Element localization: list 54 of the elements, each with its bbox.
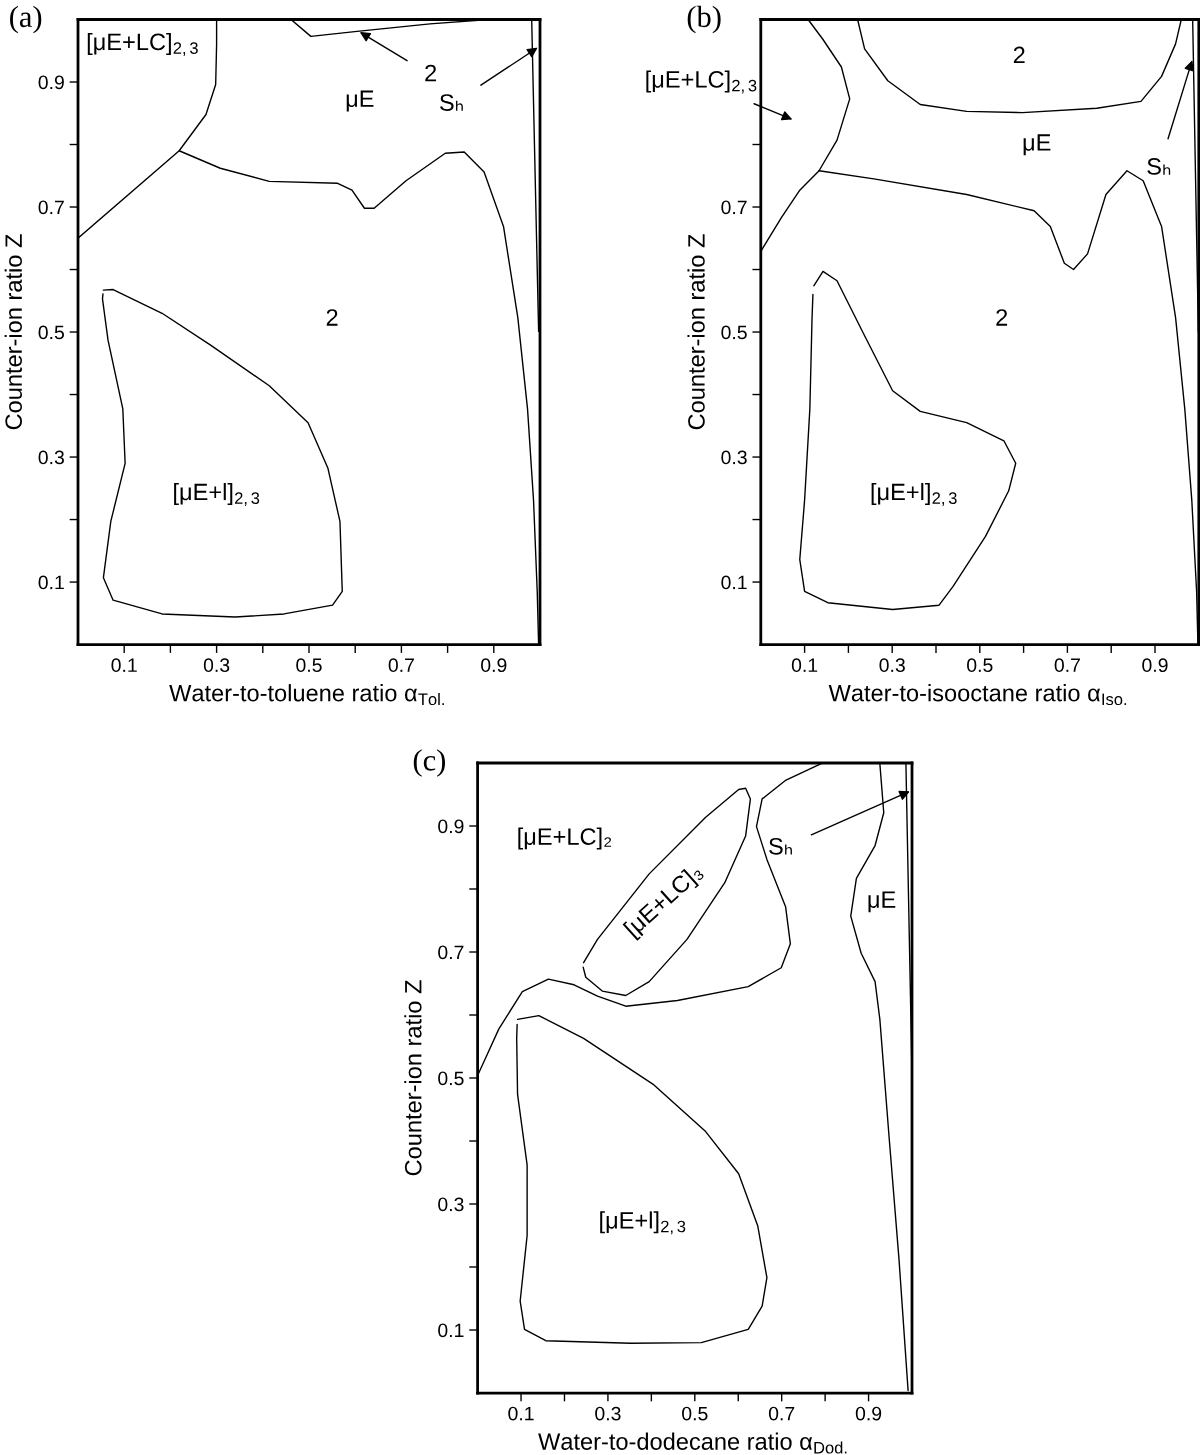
annotation: [μE+LC]$_{2,3}$ [87,32,198,56]
y-tick-label: 0.9 [38,75,64,90]
x-tick-label: 0.5 [967,658,993,673]
x-tick-label: 0.7 [388,658,414,673]
annotation: 2 [326,309,338,326]
annotation: [μE+LC]₂ [518,827,612,850]
x-axis-title: Water-to-isooctane ratio α$_{Iso.}$ [828,684,1127,706]
x-tick-label: 0.9 [855,1406,882,1421]
annotation: 2 [996,309,1008,326]
x-tick-label: 0.3 [203,658,230,673]
x-tick-label: 0.5 [296,658,322,673]
y-tick-label: 0.3 [38,450,64,465]
annotation: μE [868,891,896,913]
annotation: μE [346,90,374,112]
y-tick-label: 0.3 [721,450,747,465]
y-tick-label: 0.3 [438,1197,464,1212]
x-tick-label: 0.7 [1054,658,1080,673]
chart-title: (a) [10,5,42,34]
x-axis-title: Water-to-toluene ratio α$_{Tol.}$ [169,684,444,706]
y-tick-label: 0.5 [721,325,747,340]
x-tick-label: 0.7 [768,1406,795,1421]
y-tick-label: 0.5 [438,1071,464,1086]
annotation: Sₕ [769,837,792,855]
x-tick-label: 0.1 [791,658,818,673]
chart-title: (b) [687,5,721,34]
y-tick-label: 0.5 [38,325,64,340]
y-tick-label: 0.1 [438,1323,464,1338]
x-tick-label: 0.9 [1142,658,1168,673]
x-tick-label: 0.1 [508,1406,534,1421]
annotation: [μE+l]$_{2,3}$ [871,482,957,506]
y-tick-label: 0.7 [438,945,464,960]
x-tick-label: 0.1 [111,658,137,673]
text: [μE+LC]$_{2,3}$ [646,70,757,94]
annotation: μE [1023,134,1051,156]
annotation: 2 [1013,46,1025,64]
annotation: Sₕ [440,94,463,111]
annotation: [μE+l]$_{2,3}$ [600,1211,686,1235]
y-axis-title: Counter-ion ratio Z [404,980,422,1176]
y-tick-label: 0.1 [38,575,64,590]
chart-title: (c) [413,749,446,777]
y-tick-label: 0.7 [721,200,747,215]
y-axis-title: Counter-ion ratio Z [4,234,22,430]
y-tick-label: 0.7 [38,200,64,215]
x-axis-title: Water-to-dodecane ratio α$_{Dod.}$ [538,1432,847,1454]
x-tick-label: 0.9 [481,658,507,673]
y-axis-title: Counter-ion ratio Z [687,234,705,430]
annotation: [μE+l]$_{2,3}$ [174,482,260,506]
y-tick-label: 0.9 [438,819,464,834]
x-tick-label: 0.3 [879,658,905,673]
annotation: Sₕ [1147,158,1171,175]
x-tick-label: 0.3 [595,1406,621,1421]
x-tick-label: 0.5 [682,1406,708,1421]
y-tick-label: 0.1 [721,575,747,590]
annotation: 2 [425,64,437,82]
